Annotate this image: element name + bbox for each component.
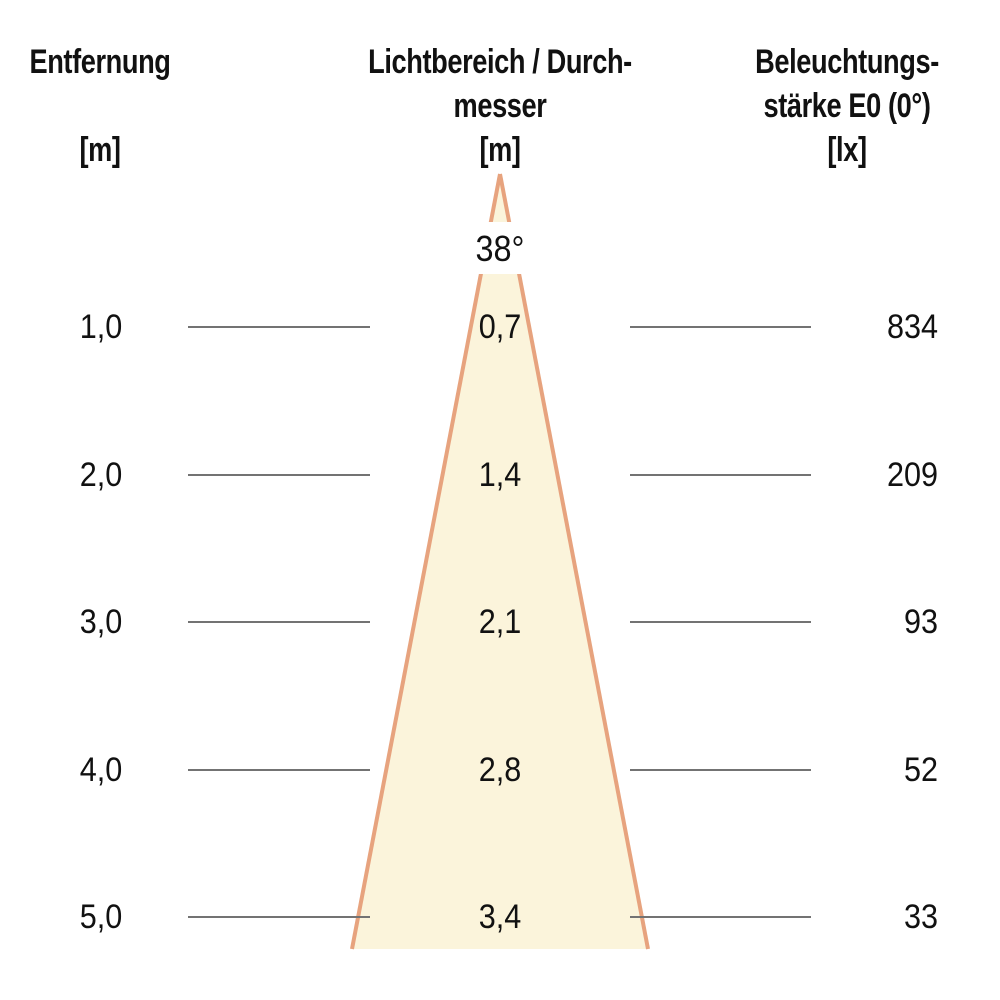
row-line-right <box>630 326 811 328</box>
row-line-right <box>630 621 811 623</box>
diameter-value: 2,1 <box>478 603 522 641</box>
col-header-beam-title-line2: messer <box>453 87 547 125</box>
diameter-value: 3,4 <box>478 898 522 936</box>
beam-angle-label-backdrop <box>450 222 550 274</box>
col-header-beam-diameter: Lichtbereich / Durch- messer [m] <box>360 40 640 172</box>
illuminance-value: 52 <box>903 751 938 789</box>
row-line-left <box>188 916 370 918</box>
illuminance-value: 33 <box>903 898 938 936</box>
distance-value: 5,0 <box>79 898 123 936</box>
light-cone-fill <box>352 174 648 949</box>
col-header-illuminance: Beleuchtungs- stärke E0 (0°) [lx] <box>747 40 947 172</box>
row-line-right <box>630 769 811 771</box>
light-cone-right-edge <box>498 173 650 950</box>
beam-angle-label: 38° <box>475 228 525 269</box>
illuminance-value: 834 <box>886 308 938 346</box>
col-header-distance-title: Entfernung <box>29 43 171 81</box>
diameter-value: 1,4 <box>478 456 522 494</box>
row-line-left <box>188 474 370 476</box>
col-header-illuminance-title-line1: Beleuchtungs- <box>755 43 939 81</box>
col-header-illuminance-title-line2: stärke E0 (0°) <box>763 87 931 125</box>
col-header-illuminance-unit: [lx] <box>827 131 867 169</box>
light-cone-left-edge <box>350 173 502 950</box>
row-line-left <box>188 326 370 328</box>
col-header-distance-unit: [m] <box>79 131 121 169</box>
col-header-beam-title-line1: Lichtbereich / Durch- <box>368 43 632 81</box>
diameter-value: 2,8 <box>478 751 522 789</box>
row-line-left <box>188 621 370 623</box>
row-line-left <box>188 769 370 771</box>
diameter-value: 0,7 <box>478 308 522 346</box>
col-header-distance: Entfernung [m] <box>20 40 180 172</box>
row-line-right <box>630 474 811 476</box>
illuminance-value: 209 <box>886 456 938 494</box>
distance-value: 4,0 <box>79 751 123 789</box>
distance-value: 1,0 <box>79 308 123 346</box>
illuminance-value: 93 <box>903 603 938 641</box>
distance-value: 3,0 <box>79 603 123 641</box>
row-line-right <box>630 916 811 918</box>
col-header-distance-spacer <box>20 84 180 128</box>
col-header-beam-unit: [m] <box>479 131 521 169</box>
distance-value: 2,0 <box>79 456 123 494</box>
